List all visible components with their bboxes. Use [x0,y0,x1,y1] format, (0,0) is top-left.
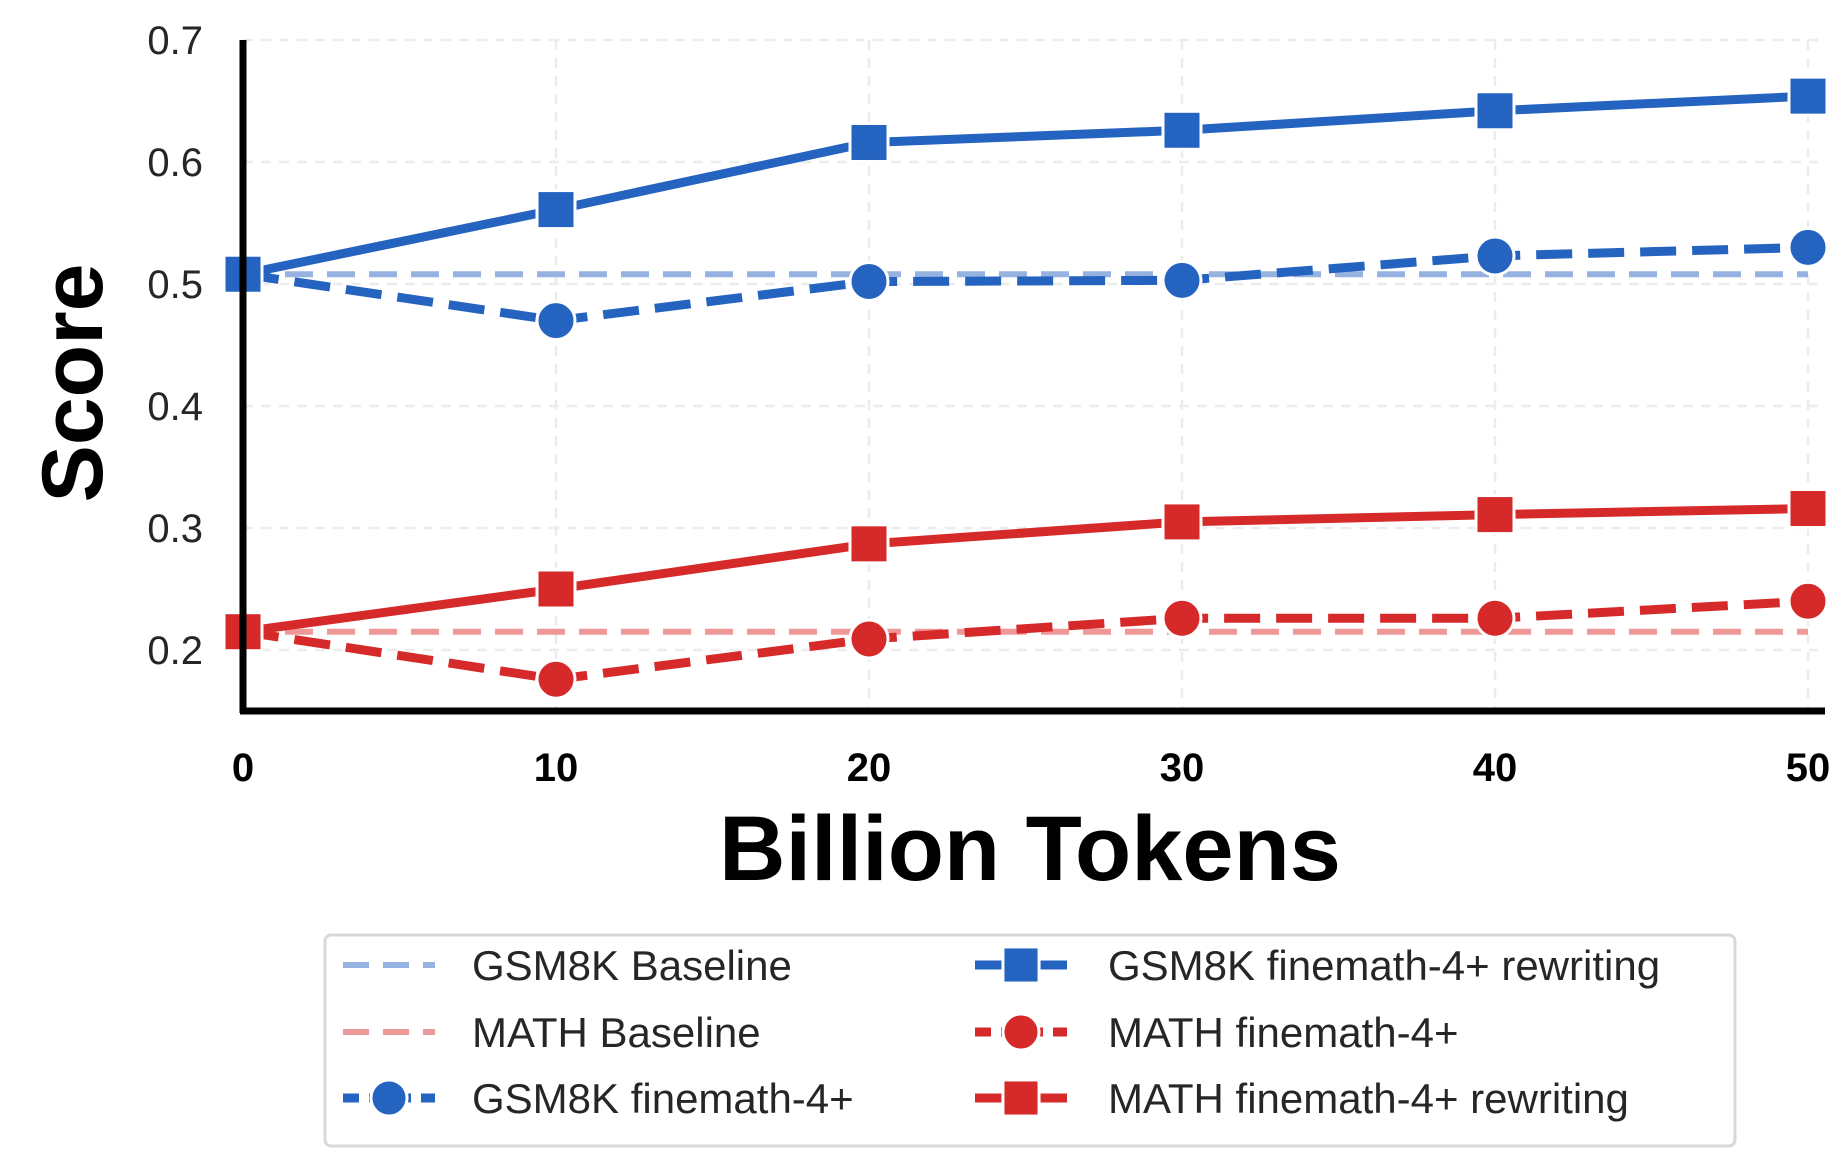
data-point-square [1161,501,1203,543]
data-point-circle [1001,1012,1041,1052]
data-point-circle [1161,597,1203,639]
data-point-circle [848,261,890,303]
legend-item: MATH finemath-4+ rewriting [975,1075,1629,1122]
legend-label: MATH finemath-4+ [1108,1009,1459,1056]
data-point-square [1001,1078,1041,1118]
x-tick-label: 40 [1473,746,1518,790]
x-tick-label: 10 [534,746,579,790]
data-point-square [1474,90,1516,132]
data-point-square [1787,75,1829,117]
data-point-square [1787,487,1829,529]
y-tick-label: 0.5 [147,263,203,307]
data-point-circle [1474,597,1516,639]
data-point-circle [535,300,577,342]
data-point-square [1001,945,1041,985]
tick-labels: 0.2 0.3 0.4 0.5 0.6 0.7 0 10 20 30 40 50 [147,19,1830,790]
y-tick-label: 0.3 [147,507,203,551]
data-point-circle [369,1078,409,1118]
data-point-square [535,189,577,231]
series-line [242,242,1809,326]
y-axis-title: Score [25,263,121,502]
x-tick-label: 30 [1160,746,1205,790]
legend-item: GSM8K Baseline [343,942,792,989]
data-point-circle [1787,226,1829,268]
legend-label: GSM8K finemath-4+ rewriting [1108,942,1660,989]
y-tick-label: 0.6 [147,141,203,185]
series-line [242,596,1809,684]
x-axis-title: Billion Tokens [719,798,1341,900]
legend-item: MATH Baseline [343,1009,761,1056]
series-line [242,91,1809,279]
y-tick-label: 0.2 [147,629,203,673]
y-tick-label: 0.7 [147,19,203,63]
legend-item: MATH finemath-4+ [975,1009,1459,1056]
legend-label: MATH finemath-4+ rewriting [1108,1075,1629,1122]
data-point-square [1474,494,1516,536]
x-tick-label: 50 [1786,746,1831,790]
data-point-square [535,568,577,610]
data-point-square [1161,109,1203,151]
data-point-circle [848,618,890,660]
legend-label: GSM8K finemath-4+ [472,1075,854,1122]
data-point-circle [1474,235,1516,277]
legend-item: GSM8K finemath-4+ [343,1075,854,1122]
data-point-circle [1787,580,1829,622]
x-tick-label: 0 [232,746,254,790]
legend-label: GSM8K Baseline [472,942,792,989]
data-point-square [848,523,890,565]
data-point-circle [535,658,577,700]
data-point-square [848,121,890,163]
x-tick-label: 20 [847,746,892,790]
legend-item: GSM8K finemath-4+ rewriting [975,942,1660,989]
series-gsm8k-finemath-4-rewriting [222,75,1829,295]
data-point-circle [1161,259,1203,301]
series-line [242,504,1809,637]
legend-label: MATH Baseline [472,1009,761,1056]
y-tick-label: 0.4 [147,385,203,429]
series-layer [222,75,1829,700]
legend: GSM8K Baseline MATH Baseline GSM8K finemat… [323,933,1737,1148]
axes [239,40,1825,715]
